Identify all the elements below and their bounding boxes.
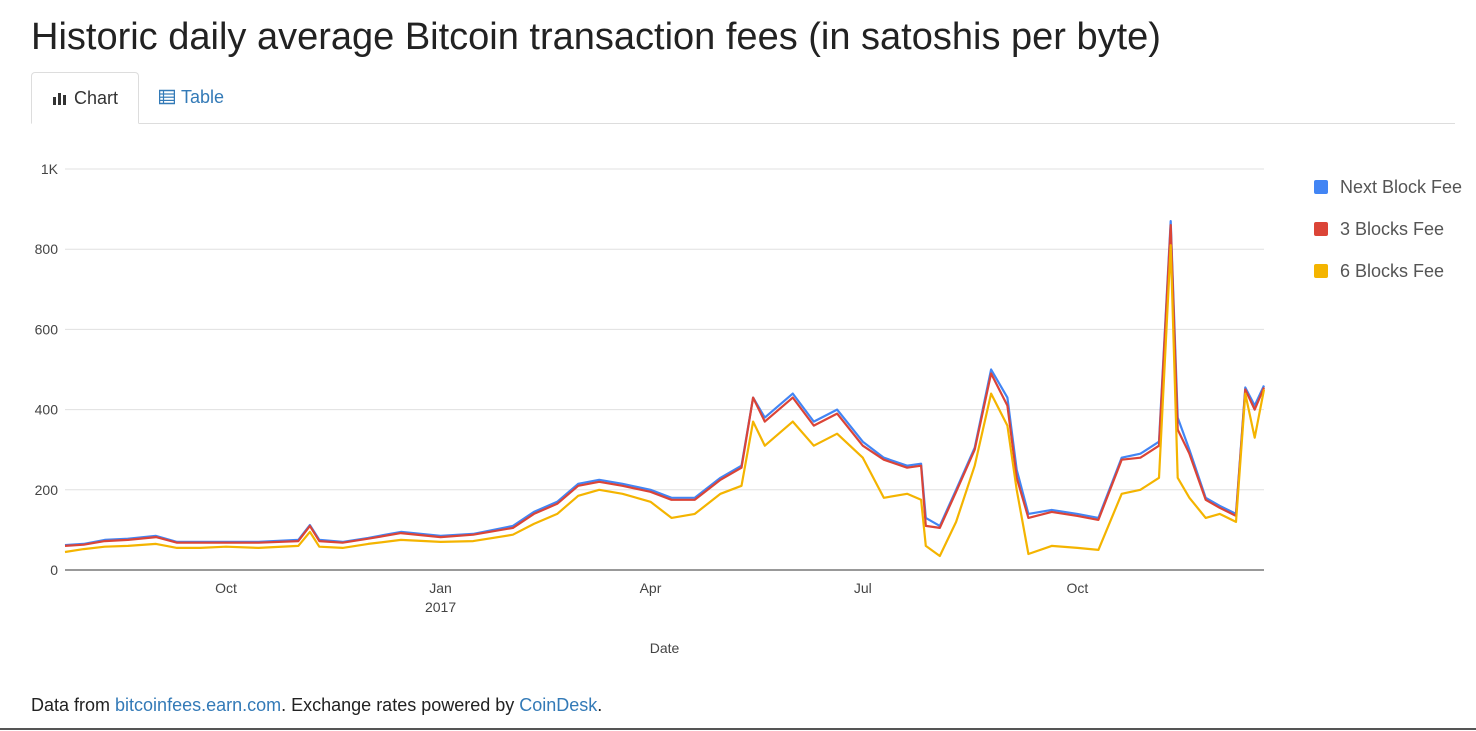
legend-item-6-blocks[interactable]: 6 Blocks Fee xyxy=(1314,250,1462,292)
tab-chart-label: Chart xyxy=(74,87,119,108)
legend-swatch-6-blocks xyxy=(1314,264,1328,278)
y-tick-label: 1K xyxy=(41,161,59,177)
table-icon xyxy=(159,89,175,105)
series-line-6-blocks xyxy=(64,244,1266,558)
tab-chart[interactable]: Chart xyxy=(31,72,140,124)
x-tick-sublabel: 2017 xyxy=(425,599,456,615)
bar-chart-icon xyxy=(52,90,68,106)
fee-line-chart: 0 200 400 600 800 1K Oct Jan 2017 Apr Jul Oct Date xyxy=(35,161,1266,656)
coindesk-link[interactable]: CoinDesk xyxy=(519,695,598,715)
page-title: Historic daily average Bitcoin transacti… xyxy=(31,16,1161,58)
view-tabs: Chart Table xyxy=(31,72,1455,124)
legend-label-next-block: Next Block Fee xyxy=(1340,176,1463,197)
tab-table[interactable]: Table xyxy=(139,72,244,122)
x-tick-label: Jul xyxy=(854,580,872,596)
x-tick-label: Apr xyxy=(640,580,662,596)
tab-table-label: Table xyxy=(181,86,225,107)
y-tick-label: 600 xyxy=(35,321,59,337)
y-tick-label: 0 xyxy=(50,562,58,578)
bitcoinfees-link[interactable]: bitcoinfees.earn.com xyxy=(115,695,282,715)
legend-item-3-blocks[interactable]: 3 Blocks Fee xyxy=(1314,208,1462,250)
legend-label-6-blocks: 6 Blocks Fee xyxy=(1340,260,1445,281)
footer-prefix: Data from xyxy=(31,695,116,715)
y-tick-label: 400 xyxy=(35,402,59,418)
data-source-footer: Data from bitcoinfees.earn.com. Exchange… xyxy=(31,695,602,716)
y-tick-label: 800 xyxy=(35,241,59,257)
y-tick-label: 200 xyxy=(35,482,59,498)
bottom-divider xyxy=(0,728,1476,730)
series-line-3-blocks xyxy=(64,223,1266,547)
chart-legend: Next Block Fee 3 Blocks Fee 6 Blocks Fee xyxy=(1314,166,1462,292)
x-axis-title: Date xyxy=(650,640,680,656)
footer-suffix: . xyxy=(597,695,603,715)
x-tick-label: Oct xyxy=(215,580,237,596)
legend-swatch-next-block xyxy=(1314,180,1328,194)
legend-item-next-block[interactable]: Next Block Fee xyxy=(1314,166,1462,208)
x-tick-label: Oct xyxy=(1066,580,1088,596)
footer-middle: . Exchange rates powered by xyxy=(281,695,520,715)
x-tick-label: Jan xyxy=(429,580,452,596)
legend-label-3-blocks: 3 Blocks Fee xyxy=(1340,218,1445,239)
legend-swatch-3-blocks xyxy=(1314,222,1328,236)
